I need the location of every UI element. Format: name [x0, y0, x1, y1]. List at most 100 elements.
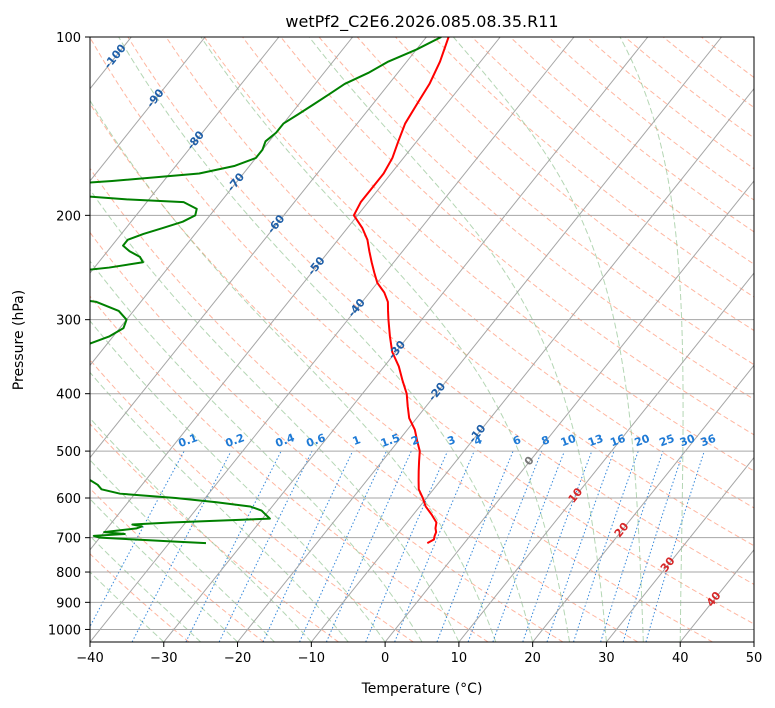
- moist-adiabat-line: [118, 37, 534, 642]
- dry-adiabat-line: [203, 37, 754, 509]
- mixing-ratio-label: 36: [699, 432, 718, 450]
- isotherm-gridline: [90, 37, 280, 274]
- dry-adiabat-line: [90, 553, 190, 642]
- x-tick-label: −10: [298, 651, 325, 666]
- mixing-ratio-line: [90, 450, 185, 628]
- y-tick-label: 900: [56, 596, 81, 611]
- isotherm-gridline: [310, 87, 754, 642]
- sounding-series: [90, 37, 450, 545]
- mixing-ratio-label: 1.5: [379, 431, 402, 450]
- mixing-ratio-label: 0.2: [224, 431, 247, 450]
- mixing-ratio-line: [573, 450, 639, 642]
- dry-adiabat-line: [90, 167, 639, 642]
- isotherm-gridline: [532, 364, 754, 642]
- y-axis-ticks: 100 200 300 400 500 600 700 800 900 1000: [48, 31, 90, 638]
- x-tick-label: 50: [746, 651, 763, 666]
- isotherm-gridline: [90, 37, 501, 551]
- x-tick-label: 0: [381, 651, 389, 666]
- x-tick-label: −20: [224, 651, 251, 666]
- isotherm-gridline: [753, 641, 754, 642]
- mixing-ratio-line: [218, 450, 313, 642]
- moist-adiabat-line: [452, 37, 644, 642]
- y-tick-label: 500: [56, 445, 81, 460]
- mixing-ratio-line: [522, 450, 593, 642]
- x-tick-label: −30: [150, 651, 177, 666]
- x-axis-label: Temperature (°C): [361, 681, 483, 697]
- dry-adiabat-line: [90, 295, 489, 642]
- y-tick-label: 100: [56, 31, 81, 46]
- moist-adiabat-line: [90, 371, 349, 642]
- y-tick-label: 400: [56, 388, 81, 403]
- mixing-ratio-label: 6: [511, 433, 523, 448]
- dry-adiabat-line: [90, 37, 754, 625]
- moist-adiabat-line: [90, 188, 460, 642]
- mixing-ratio-label: 20: [633, 432, 652, 450]
- mixing-ratio-line: [185, 450, 282, 642]
- y-tick-label: 800: [56, 566, 81, 581]
- dry-adiabat-line: [242, 37, 754, 472]
- mixing-ratio-label: 3: [446, 433, 458, 448]
- mixing-ratio-label: 25: [657, 432, 676, 449]
- mixing-ratio-label: 16: [608, 432, 627, 450]
- x-tick-label: 20: [524, 651, 541, 666]
- y-tick-label: 200: [56, 209, 81, 224]
- isotherm-gridline: [606, 456, 754, 642]
- isotherm-gridline: [0, 37, 58, 642]
- mixing-ratio-labels: 0.1 0.2 0.4 0.6 1 1.5 2 3 4 6 8 10 13 16 20 25 30 36: [177, 431, 718, 450]
- x-tick-label: 40: [672, 651, 689, 666]
- mixing-ratio-line: [622, 450, 684, 642]
- plot-frame: [89, 36, 755, 643]
- plot-area: [90, 37, 754, 642]
- moist-adiabat-line: [90, 320, 386, 642]
- moist-adiabats: [90, 37, 684, 642]
- temperature-profile-line: [352, 37, 450, 545]
- y-tick-label: 600: [56, 492, 81, 507]
- mixing-ratio-line: [131, 450, 232, 642]
- x-tick-label: 10: [451, 651, 468, 666]
- mixing-ratio-line: [365, 450, 449, 642]
- isotherm-gridline: [384, 180, 754, 642]
- mixing-ratio-label: 0.1: [177, 431, 200, 450]
- isotherm-gridline: [237, 37, 722, 642]
- x-tick-label: −40: [76, 651, 103, 666]
- dry-adiabat-line: [433, 37, 754, 298]
- mixing-ratio-label: 8: [540, 433, 552, 448]
- chart-title: wetPf2_C2E6.2026.085.08.35.R11: [285, 12, 558, 32]
- isotherm-gridline: [458, 272, 754, 642]
- y-tick-label: 1000: [48, 623, 81, 638]
- dewpoint-profile-line: [90, 37, 442, 545]
- y-tick-label: 300: [56, 314, 81, 329]
- isotherm-gridline: [90, 37, 427, 459]
- mixing-ratio-line: [394, 450, 475, 642]
- mixing-ratio-label: 0.6: [304, 431, 327, 450]
- mixing-ratio-label: 10: [559, 432, 578, 450]
- dry-adiabat-line: [90, 487, 265, 642]
- mixing-ratio-label: 1: [351, 433, 363, 448]
- x-axis-ticks: −40 −30 −20 −10 0 10 20 30 40 50: [76, 642, 762, 666]
- mixing-ratio-line: [325, 450, 412, 642]
- isotherm-gridline: [90, 37, 354, 367]
- mixing-ratio-lines: [90, 450, 705, 642]
- mixing-ratio-label: 2: [409, 433, 421, 448]
- dry-adiabat-line: [90, 423, 339, 642]
- moist-adiabat-line: [90, 99, 497, 642]
- mixing-ratio-line: [299, 450, 387, 642]
- isotherm-gridline: [163, 37, 649, 642]
- moist-adiabat-line: [90, 260, 423, 642]
- dry-adiabat-line: [90, 359, 414, 642]
- mixing-ratio-label: 0.4: [274, 431, 297, 450]
- mixing-ratio-label: 4: [472, 433, 484, 448]
- moist-adiabat-line: [90, 459, 275, 642]
- mixing-ratio-line: [262, 450, 354, 642]
- mixing-ratio-line: [600, 450, 664, 642]
- mixing-ratio-label: 30: [678, 432, 697, 450]
- moist-adiabat-line: [308, 37, 607, 642]
- y-axis-label: Pressure (hPa): [11, 290, 27, 390]
- mixing-ratio-line: [546, 450, 615, 642]
- dry-adiabat-line: [280, 37, 754, 436]
- x-tick-label: 30: [598, 651, 615, 666]
- moist-adiabat-line: [619, 37, 684, 642]
- isotherm-gridline: [90, 37, 206, 182]
- mixing-ratio-label: 13: [586, 432, 605, 449]
